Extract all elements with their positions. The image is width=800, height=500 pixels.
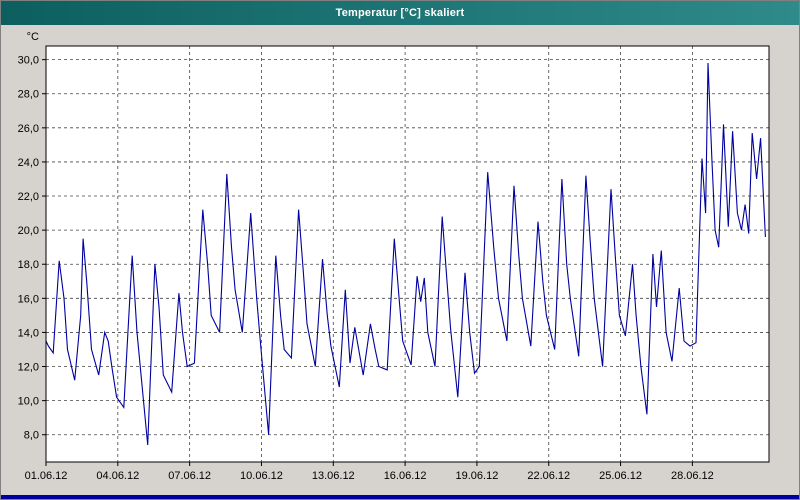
chart-area: 30,0 28,0 26,0 24,0 22,0 20,0 18,0 16,0 14,0 12,0… — [1, 25, 799, 495]
x-tick-label: 19.06.12 — [456, 470, 499, 482]
y-tick-label: 16,0 — [18, 293, 39, 305]
x-tick-label: 10.06.12 — [240, 470, 283, 482]
window-title: Temperatur [°C] skaliert — [335, 7, 465, 19]
temperature-line — [45, 62, 766, 446]
window-bottom-border — [1, 495, 799, 499]
y-tick-label: 30,0 — [18, 55, 39, 67]
y-tick-label: 24,0 — [18, 157, 39, 169]
plot-frame — [45, 45, 770, 463]
x-tick-label: 01.06.12 — [25, 470, 68, 482]
x-tick-label: 25.06.12 — [599, 470, 642, 482]
y-tick-label: 22,0 — [18, 191, 39, 203]
plot-background — [46, 46, 769, 462]
y-tick-label: 20,0 — [18, 225, 39, 237]
y-axis-unit-label: °C — [27, 31, 39, 43]
plot-border — [45, 45, 770, 463]
x-tick-label: 22.06.12 — [527, 470, 570, 482]
temperature-series — [45, 62, 766, 446]
y-tick-label: 8,0 — [24, 430, 39, 442]
plot-area — [46, 46, 769, 462]
x-tick-label: 04.06.12 — [96, 470, 139, 482]
x-tick-label: 16.06.12 — [384, 470, 427, 482]
temperature-chart-svg: 30,0 28,0 26,0 24,0 22,0 20,0 18,0 16,0 14,0 12,0… — [18, 31, 770, 482]
x-axis: 01.06.12 04.06.12 07.06.12 10.06.12 13.06.12… — [25, 462, 714, 482]
y-tick-label: 14,0 — [18, 327, 39, 339]
x-tick-label: 13.06.12 — [312, 470, 355, 482]
y-tick-label: 26,0 — [18, 123, 39, 135]
x-tick-label: 07.06.12 — [168, 470, 211, 482]
y-tick-label: 18,0 — [18, 259, 39, 271]
window-title-bar: Temperatur [°C] skaliert — [1, 1, 799, 25]
y-tick-label: 28,0 — [18, 89, 39, 101]
y-axis: 30,0 28,0 26,0 24,0 22,0 20,0 18,0 16,0 14,0 12,0… — [18, 31, 46, 442]
x-tick-label: 28.06.12 — [671, 470, 714, 482]
y-tick-label: 10,0 — [18, 396, 39, 408]
y-tick-label: 12,0 — [18, 362, 39, 374]
